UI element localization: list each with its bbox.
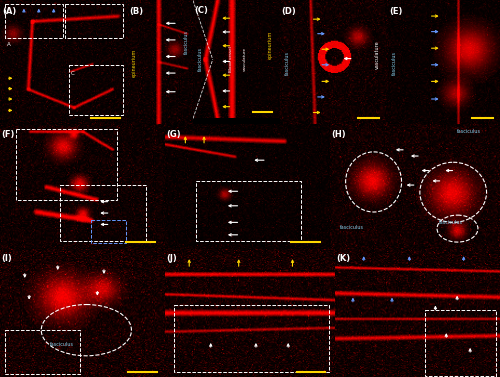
Text: C: C xyxy=(70,71,74,76)
Text: fasciculus: fasciculus xyxy=(392,51,398,75)
Text: fasciculus: fasciculus xyxy=(198,48,202,72)
Text: fasciculus: fasciculus xyxy=(50,342,74,347)
Text: vasculature: vasculature xyxy=(244,48,248,72)
Bar xyxy=(68,65,122,115)
Text: fasciculus: fasciculus xyxy=(285,51,290,75)
Text: fasciculus: fasciculus xyxy=(439,221,463,225)
Bar xyxy=(424,310,496,375)
Text: (I): (I) xyxy=(2,254,13,263)
Bar xyxy=(174,305,329,372)
Text: (J): (J) xyxy=(166,254,177,263)
Text: (D): (D) xyxy=(282,7,296,16)
Text: A: A xyxy=(7,42,10,47)
Text: fasciculus: fasciculus xyxy=(184,30,190,54)
Bar xyxy=(196,181,301,241)
Text: (F): (F) xyxy=(2,130,15,139)
Bar xyxy=(16,129,117,199)
Text: epineurium: epineurium xyxy=(132,49,136,77)
Bar xyxy=(66,4,122,38)
Text: (K): (K) xyxy=(336,254,351,263)
Text: fasciculus: fasciculus xyxy=(457,129,481,134)
Text: (C): (C) xyxy=(194,6,208,15)
Bar xyxy=(91,220,126,243)
Bar xyxy=(60,185,146,241)
Bar xyxy=(5,4,63,38)
Text: (G): (G) xyxy=(166,130,182,139)
Text: (E): (E) xyxy=(389,7,402,16)
Text: vasculature: vasculature xyxy=(375,40,380,69)
Text: epineurium: epineurium xyxy=(268,31,272,59)
Bar xyxy=(5,330,80,374)
Text: fasciculus: fasciculus xyxy=(340,225,364,230)
Text: (A): (A) xyxy=(2,7,17,16)
Text: (B): (B) xyxy=(129,7,144,16)
Text: Blood vessel: Blood vessel xyxy=(229,47,233,72)
Text: (H): (H) xyxy=(332,130,346,139)
